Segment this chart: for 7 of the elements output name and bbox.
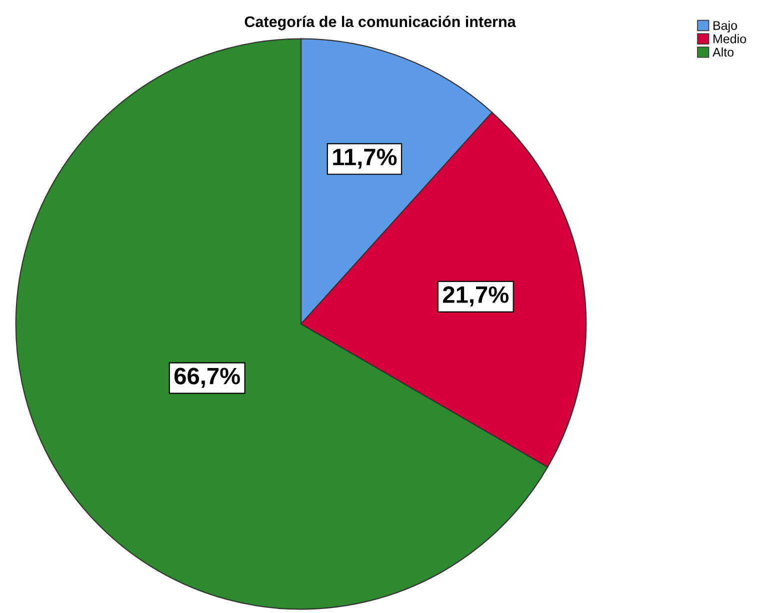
chart-title: Categoría de la comunicación interna — [244, 16, 516, 30]
legend-label: Medio — [714, 34, 746, 44]
legend-label: Bajo — [714, 20, 738, 32]
legend-label: Alto — [712, 47, 734, 57]
data-label: 21,7% — [443, 286, 509, 306]
data-label: 11,7% — [333, 148, 397, 169]
data-label: 66,7% — [174, 368, 240, 388]
